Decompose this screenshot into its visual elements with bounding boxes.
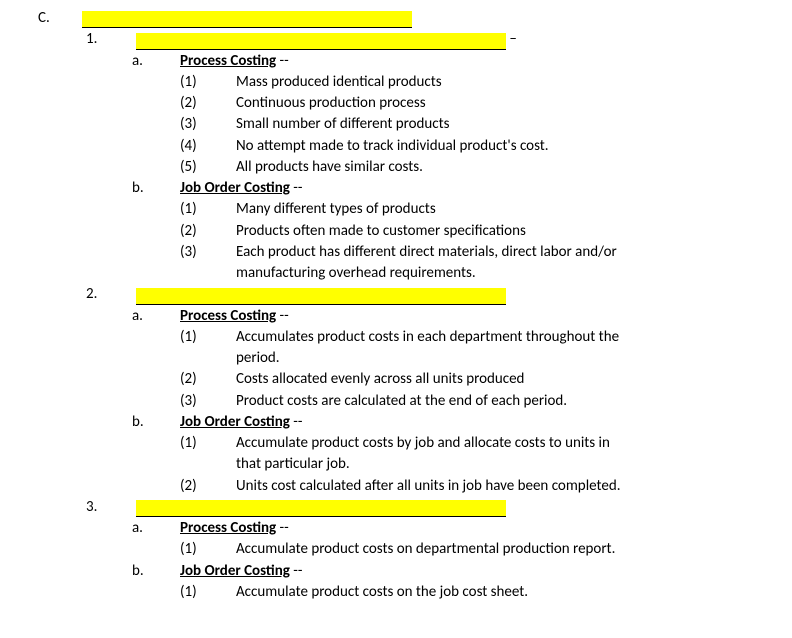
dash-2a: --: [276, 307, 289, 325]
heading-2a: Process Costing --: [180, 306, 772, 326]
row-2a1: (1) Accumulates product costs in each de…: [180, 327, 772, 347]
text-1a1: Mass produced identical products: [236, 72, 772, 92]
marker-1b1: (1): [180, 199, 236, 219]
row-1a4: (4) No attempt made to track individual …: [180, 136, 772, 156]
row-2a3: (3) Product costs are calculated at the …: [180, 391, 772, 411]
dash-3a: --: [276, 519, 289, 537]
row-2a: a. Process Costing --: [132, 306, 772, 326]
heading-1a: Process Costing --: [180, 51, 772, 71]
heading-process-3a: Process Costing: [180, 519, 276, 537]
marker-2b1: (1): [180, 433, 236, 453]
text-2b2: Units cost calculated after all units in…: [236, 476, 772, 496]
marker-1a4: (4): [180, 136, 236, 156]
outline-2-row: 2.: [82, 284, 772, 304]
heading-process-1a: Process Costing: [180, 52, 276, 70]
heading-joborder-3b: Job Order Costing: [180, 562, 290, 580]
text-2a3: Product costs are calculated at the end …: [236, 391, 772, 411]
text-3a1: Accumulate product costs on departmental…: [236, 539, 772, 559]
marker-2a3: (3): [180, 391, 236, 411]
text-2b1: Accumulate product costs by job and allo…: [236, 433, 772, 453]
text-1b1: Many different types of products: [236, 199, 772, 219]
outline-c-row: C.: [20, 8, 772, 28]
text-1a2: Continuous production process: [236, 93, 772, 113]
marker-2b2: (2): [180, 476, 236, 496]
text-1a5: All products have similar costs.: [236, 157, 772, 177]
marker-3a: a.: [132, 518, 180, 538]
row-1b1: (1) Many different types of products: [180, 199, 772, 219]
marker-1: 1.: [82, 29, 136, 49]
marker-1a2: (2): [180, 93, 236, 113]
text-1a3: Small number of different products: [236, 114, 772, 134]
row-2b1: (1) Accumulate product costs by job and …: [180, 433, 772, 453]
heading-3a: Process Costing --: [180, 518, 772, 538]
marker-1a5: (5): [180, 157, 236, 177]
blank-2: [136, 284, 772, 304]
text-1b3: Each product has different direct materi…: [236, 242, 772, 262]
row-1a: a. Process Costing --: [132, 51, 772, 71]
marker-3: 3.: [82, 497, 136, 517]
marker-1b: b.: [132, 178, 180, 198]
row-3a1: (1) Accumulate product costs on departme…: [180, 539, 772, 559]
marker-3a1: (1): [180, 539, 236, 559]
row-2b2: (2) Units cost calculated after all unit…: [180, 476, 772, 496]
heading-joborder-1b: Job Order Costing: [180, 179, 290, 197]
dash-1a: --: [276, 52, 289, 70]
marker-2a2: (2): [180, 369, 236, 389]
dash-2b: --: [290, 413, 303, 431]
text-3b1: Accumulate product costs on the job cost…: [236, 582, 772, 602]
text-2a1b: period.: [236, 348, 772, 368]
marker-c: C.: [20, 8, 82, 28]
text-2a1: Accumulates product costs in each depart…: [236, 327, 772, 347]
heading-process-2a: Process Costing: [180, 307, 276, 325]
blank-3: [136, 497, 772, 517]
marker-2: 2.: [82, 284, 136, 304]
row-1b3b: manufacturing overhead requirements.: [236, 263, 772, 283]
row-3b: b. Job Order Costing --: [132, 561, 772, 581]
row-1b2: (2) Products often made to customer spec…: [180, 221, 772, 241]
row-1a1: (1) Mass produced identical products: [180, 72, 772, 92]
text-2b1b: that particular job.: [236, 454, 772, 474]
text-2a2: Costs allocated evenly across all units …: [236, 369, 772, 389]
row-2b1b: that particular job.: [236, 454, 772, 474]
heading-2b: Job Order Costing --: [180, 412, 772, 432]
row-1a3: (3) Small number of different products: [180, 114, 772, 134]
row-2b: b. Job Order Costing --: [132, 412, 772, 432]
text-1b2: Products often made to customer specific…: [236, 221, 772, 241]
marker-2a1: (1): [180, 327, 236, 347]
text-1a4: No attempt made to track individual prod…: [236, 136, 772, 156]
marker-1a: a.: [132, 51, 180, 71]
outline-3-row: 3.: [82, 497, 772, 517]
row-2a1b: period.: [236, 348, 772, 368]
outline-1-row: 1. –: [82, 29, 772, 49]
marker-1a3: (3): [180, 114, 236, 134]
dash-1b: --: [290, 179, 303, 197]
marker-1b3: (3): [180, 242, 236, 262]
row-3a: a. Process Costing --: [132, 518, 772, 538]
dash-1: –: [506, 30, 517, 48]
blank-c: [82, 8, 772, 28]
marker-1a1: (1): [180, 72, 236, 92]
marker-3b: b.: [132, 561, 180, 581]
row-3b1: (1) Accumulate product costs on the job …: [180, 582, 772, 602]
row-1a2: (2) Continuous production process: [180, 93, 772, 113]
heading-3b: Job Order Costing --: [180, 561, 772, 581]
dash-3b: --: [290, 562, 303, 580]
heading-1b: Job Order Costing --: [180, 178, 772, 198]
blank-1: –: [136, 29, 772, 49]
row-1a5: (5) All products have similar costs.: [180, 157, 772, 177]
row-1b3: (3) Each product has different direct ma…: [180, 242, 772, 262]
marker-2b: b.: [132, 412, 180, 432]
text-1b3b: manufacturing overhead requirements.: [236, 263, 772, 283]
heading-joborder-2b: Job Order Costing: [180, 413, 290, 431]
marker-2a: a.: [132, 306, 180, 326]
row-2a2: (2) Costs allocated evenly across all un…: [180, 369, 772, 389]
row-1b: b. Job Order Costing --: [132, 178, 772, 198]
marker-3b1: (1): [180, 582, 236, 602]
marker-1b2: (2): [180, 221, 236, 241]
